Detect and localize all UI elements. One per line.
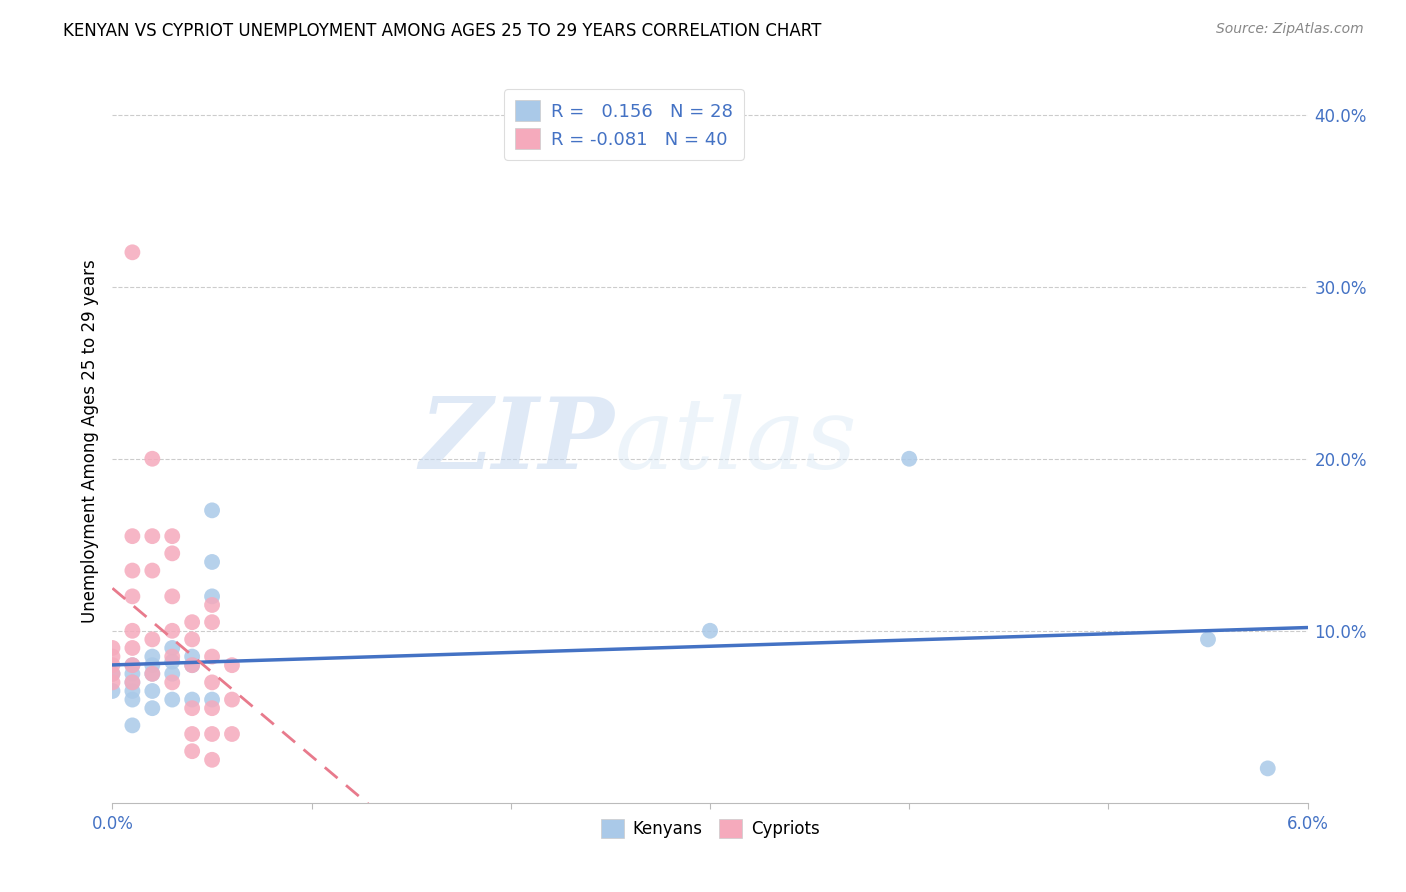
- Point: [162, 529, 183, 543]
- Point: [201, 727, 224, 741]
- Point: [201, 753, 224, 767]
- Legend: Kenyans, Cypriots: Kenyans, Cypriots: [593, 813, 827, 845]
- Point: [101, 640, 124, 655]
- Point: [181, 649, 204, 664]
- Point: [121, 529, 143, 543]
- Point: [141, 649, 163, 664]
- Point: [181, 727, 204, 741]
- Text: ZIP: ZIP: [419, 393, 614, 490]
- Text: KENYAN VS CYPRIOT UNEMPLOYMENT AMONG AGES 25 TO 29 YEARS CORRELATION CHART: KENYAN VS CYPRIOT UNEMPLOYMENT AMONG AGE…: [63, 22, 821, 40]
- Point: [141, 666, 163, 681]
- Point: [162, 546, 183, 560]
- Y-axis label: Unemployment Among Ages 25 to 29 years: Unemployment Among Ages 25 to 29 years: [80, 260, 98, 624]
- Point: [201, 615, 224, 630]
- Point: [221, 692, 243, 706]
- Point: [201, 503, 224, 517]
- Point: [181, 632, 204, 647]
- Point: [101, 658, 124, 673]
- Point: [141, 632, 163, 647]
- Point: [141, 658, 163, 673]
- Point: [162, 624, 183, 638]
- Point: [121, 564, 143, 578]
- Point: [181, 701, 204, 715]
- Point: [121, 658, 143, 673]
- Point: [699, 624, 721, 638]
- Point: [162, 590, 183, 604]
- Point: [201, 649, 224, 664]
- Point: [221, 658, 243, 673]
- Point: [201, 701, 224, 715]
- Text: Source: ZipAtlas.com: Source: ZipAtlas.com: [1216, 22, 1364, 37]
- Point: [141, 684, 163, 698]
- Point: [898, 451, 921, 466]
- Point: [101, 666, 124, 681]
- Point: [162, 640, 183, 655]
- Point: [162, 649, 183, 664]
- Point: [121, 624, 143, 638]
- Text: atlas: atlas: [614, 394, 858, 489]
- Point: [181, 692, 204, 706]
- Point: [201, 590, 224, 604]
- Point: [141, 666, 163, 681]
- Point: [121, 245, 143, 260]
- Point: [162, 666, 183, 681]
- Point: [141, 529, 163, 543]
- Point: [101, 675, 124, 690]
- Point: [162, 675, 183, 690]
- Point: [201, 692, 224, 706]
- Point: [121, 684, 143, 698]
- Point: [101, 684, 124, 698]
- Point: [162, 655, 183, 669]
- Point: [1197, 632, 1219, 647]
- Point: [121, 590, 143, 604]
- Point: [121, 692, 143, 706]
- Point: [121, 675, 143, 690]
- Point: [121, 718, 143, 732]
- Point: [101, 649, 124, 664]
- Point: [181, 658, 204, 673]
- Point: [1257, 761, 1279, 775]
- Point: [181, 744, 204, 758]
- Point: [141, 451, 163, 466]
- Point: [121, 658, 143, 673]
- Point: [101, 666, 124, 681]
- Point: [201, 598, 224, 612]
- Point: [141, 701, 163, 715]
- Point: [221, 727, 243, 741]
- Point: [121, 666, 143, 681]
- Point: [181, 615, 204, 630]
- Point: [141, 564, 163, 578]
- Point: [201, 675, 224, 690]
- Point: [121, 675, 143, 690]
- Point: [162, 692, 183, 706]
- Point: [121, 640, 143, 655]
- Point: [201, 555, 224, 569]
- Point: [181, 658, 204, 673]
